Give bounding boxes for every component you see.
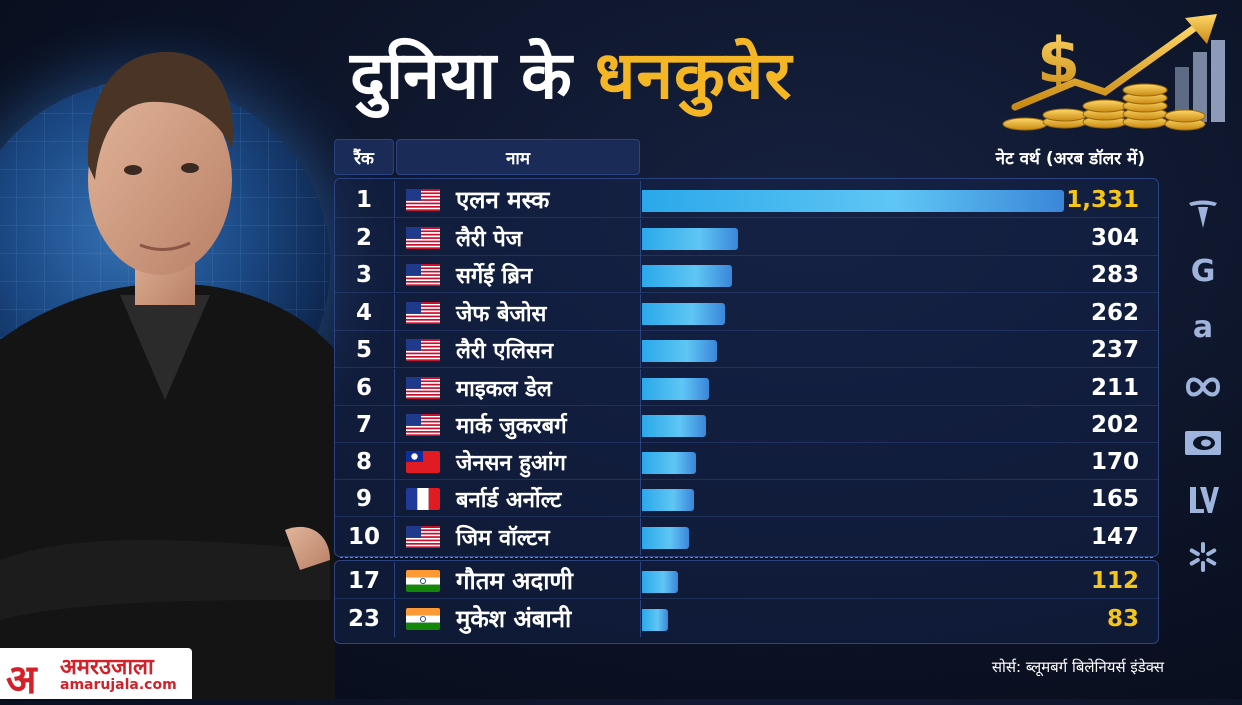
rank-label: 5	[355, 336, 372, 363]
person-name: मार्क जुकरबर्ग	[456, 413, 567, 439]
value-label: 211	[1090, 374, 1139, 401]
person-name: लैरी पेज	[456, 226, 523, 252]
person-name: एलन मस्क	[456, 186, 550, 214]
brand-url: amarujala.com	[60, 677, 177, 693]
rank-label: 8	[355, 448, 372, 475]
meta-icon	[1183, 370, 1223, 404]
flag-us-icon	[406, 227, 440, 249]
value-label: 170	[1090, 448, 1139, 475]
walmart-icon	[1183, 540, 1223, 574]
table-row: 2 लैरी पेज 304	[334, 219, 1159, 256]
person-name: जेफ बेजोस	[456, 301, 547, 327]
chart-title: दुनिया के धनकुबेर	[350, 30, 792, 115]
bar	[642, 415, 706, 437]
flag-us-icon	[406, 189, 440, 211]
table-row: 5 लैरी एलिसन 237	[334, 331, 1159, 368]
rank-label: 7	[355, 411, 372, 438]
value-label: 165	[1090, 485, 1139, 512]
person-name: लैरी एलिसन	[456, 338, 554, 364]
value-label: 283	[1090, 261, 1139, 288]
bar	[642, 340, 717, 362]
table-row: 7 मार्क जुकरबर्ग 202	[334, 406, 1159, 443]
flag-in-icon	[406, 608, 440, 630]
bar	[642, 609, 668, 631]
rank-label: 3	[355, 261, 372, 288]
person-photo	[0, 51, 335, 699]
bar	[642, 452, 696, 474]
rank-label: 9	[355, 485, 372, 512]
column-name: नाम	[396, 139, 640, 175]
flag-us-icon	[406, 377, 440, 399]
bar	[642, 571, 678, 593]
table-header: रैंक नाम नेट वर्थ (अरब डॉलर में)	[334, 139, 1159, 175]
bar	[642, 489, 694, 511]
bar	[642, 265, 732, 287]
rank-label: 4	[355, 299, 372, 326]
value-label: 237	[1090, 336, 1139, 363]
bar	[642, 378, 709, 400]
table-row: 1 एलन मस्क 1,331	[334, 181, 1159, 218]
flag-in-icon	[406, 570, 440, 592]
brand-mark: अ	[6, 656, 37, 703]
person-name: बर्नार्ड अर्नोल्ट	[456, 487, 562, 513]
value-label: 147	[1090, 523, 1139, 550]
rank-label: 17	[347, 567, 380, 594]
google-icon: G	[1190, 253, 1216, 289]
lv-icon	[1183, 483, 1223, 517]
brand-name: अमरउजाला	[60, 655, 154, 680]
flag-us-icon	[406, 339, 440, 361]
top-ten-panel	[334, 178, 1159, 557]
rank-label: 23	[347, 605, 380, 632]
flag-tw-icon	[406, 451, 440, 473]
bar	[642, 190, 1064, 212]
table-row: 10 जिम वॉल्टन 147	[334, 518, 1159, 555]
person-name: गौतम अदाणी	[456, 567, 573, 595]
rank-label: 10	[347, 523, 380, 550]
table-row: 3 सर्गेई ब्रिन 283	[334, 256, 1159, 293]
value-label: 262	[1090, 299, 1139, 326]
person-name: जेनसन हुआंग	[456, 450, 566, 476]
source-note: सोर्स: ब्लूमबर्ग बिलेनियर्स इंडेक्स	[991, 658, 1164, 676]
indian-panel	[334, 560, 1159, 644]
table-row: 6 माइकल डेल 211	[334, 369, 1159, 406]
person-name: सर्गेई ब्रिन	[456, 263, 533, 289]
rank-label: 1	[355, 186, 372, 213]
table-row: 23 मुकेश अंबानी 83	[334, 600, 1159, 637]
rank-label: 6	[355, 374, 372, 401]
person-name: मुकेश अंबानी	[456, 605, 572, 633]
amarujala-logo: अ अमरउजाला amarujala.com	[0, 648, 192, 703]
flag-us-icon	[406, 526, 440, 548]
table-row: 9 बर्नार्ड अर्नोल्ट 165	[334, 480, 1159, 517]
title-part-2: धनकुबेर	[594, 36, 793, 114]
person-name: जिम वॉल्टन	[456, 525, 550, 551]
column-rank: रैंक	[334, 139, 394, 175]
value-label: 112	[1090, 567, 1139, 594]
nvidia-icon	[1183, 426, 1223, 460]
table-row: 8 जेनसन हुआंग 170	[334, 443, 1159, 480]
flag-fr-icon	[406, 488, 440, 510]
coins-growth-illustration: $	[1002, 14, 1225, 131]
bar	[642, 228, 738, 250]
person-name: माइकल डेल	[456, 376, 552, 402]
flag-us-icon	[406, 414, 440, 436]
flag-us-icon	[406, 302, 440, 324]
value-label: 83	[1106, 605, 1139, 632]
rank-label: 2	[355, 224, 372, 251]
value-label: 202	[1090, 411, 1139, 438]
value-label: 304	[1090, 224, 1139, 251]
bar	[642, 303, 725, 325]
table-row: 17 गौतम अदाणी 112	[334, 562, 1159, 599]
bar	[642, 527, 689, 549]
tesla-icon	[1183, 197, 1223, 231]
value-label: 1,331	[1066, 186, 1139, 213]
separator	[340, 557, 1153, 558]
column-net-worth: नेट वर्थ (अरब डॉलर में)	[995, 148, 1145, 169]
flag-us-icon	[406, 264, 440, 286]
amazon-icon: a	[1192, 309, 1214, 345]
table-row: 4 जेफ बेजोस 262	[334, 294, 1159, 331]
title-part-1: दुनिया के	[350, 36, 573, 114]
